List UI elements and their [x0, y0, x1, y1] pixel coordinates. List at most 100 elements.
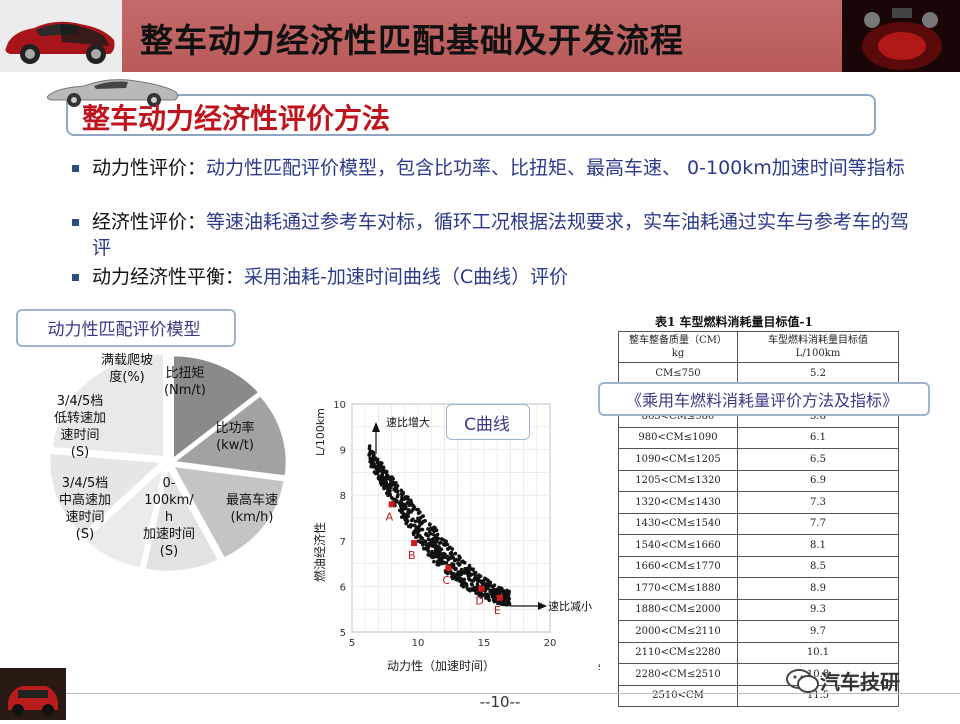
scatter-point	[415, 526, 420, 530]
footer-divider	[66, 693, 960, 694]
scatter-point	[483, 576, 487, 581]
scatter-point	[456, 574, 461, 579]
scatter-point	[396, 492, 400, 497]
highlight-point	[496, 594, 503, 601]
scatter-point	[388, 482, 393, 487]
scatter-point	[471, 567, 475, 571]
scatter-point	[426, 527, 430, 531]
pie-diagram	[48, 352, 288, 573]
wechat-name: 汽车技研	[820, 670, 900, 694]
annotation-arrowhead	[372, 422, 380, 432]
scatter-point	[432, 555, 437, 559]
table-cell: 7.7	[737, 512, 899, 535]
table-cell: 7.3	[737, 491, 899, 514]
annotation-top: 速比增大	[386, 415, 430, 429]
bullet-marker	[72, 219, 79, 226]
scatter-point	[472, 571, 477, 575]
bullet-text: 动力经济性平衡：采用油耗-加速时间曲线（C曲线）评价	[92, 264, 922, 290]
scatter-point	[439, 547, 444, 552]
table-cell: 1205<CM≤1320	[618, 469, 738, 492]
bullet-text: 经济性评价：等速油耗通过参考车对标，循环工况根据法规要求，实车油耗通过实车与参考…	[92, 209, 922, 261]
bullet-heading: 动力性评价：	[92, 157, 207, 179]
scatter-point	[472, 587, 477, 592]
pie-title: 动力性匹配评价模型	[47, 320, 201, 340]
scatter-point	[405, 500, 410, 505]
scatter-point	[380, 483, 384, 487]
table-cell: 8.9	[737, 577, 899, 600]
car-interior-icon	[842, 0, 960, 72]
section-title: 整车动力经济性评价方法	[82, 102, 391, 135]
scatter-point	[426, 537, 431, 542]
section-header-box	[66, 94, 876, 136]
scatter-point	[371, 454, 376, 459]
scatter-point	[477, 573, 481, 577]
table-cell: 8.1	[737, 534, 899, 557]
table-cell: 1430<CM≤1540	[618, 512, 738, 535]
scatter-point	[393, 481, 398, 486]
scatter-point	[430, 544, 435, 548]
scatter-point	[436, 554, 440, 558]
table-cell: 8.5	[737, 555, 899, 578]
scatter-point	[400, 509, 405, 514]
y-tick-label: 9	[340, 446, 346, 457]
scatter-point	[499, 586, 504, 591]
y-tick-label: 6	[340, 582, 346, 593]
y-axis-label-cn: 燃油经济性	[312, 522, 327, 582]
scatter-point	[456, 570, 461, 574]
header-bar	[0, 0, 960, 72]
scatter-point	[464, 584, 469, 588]
table-cell: CM≤750	[618, 362, 738, 385]
scatter-point	[441, 542, 446, 546]
scatter-point	[465, 567, 470, 571]
pie-segment-label: 满载爬坡 度(%)	[100, 353, 153, 385]
scatter-point	[502, 595, 507, 599]
c-curve-label-box	[446, 404, 530, 440]
table-row: 1540<CM≤1660 8.1	[618, 534, 899, 557]
scatter-point	[413, 528, 418, 533]
scatter-point	[440, 555, 445, 560]
scatter-point	[384, 469, 389, 474]
red-car-icon	[0, 668, 66, 720]
scatter-point	[449, 571, 453, 576]
scatter-point	[432, 551, 436, 556]
scatter-point	[487, 598, 491, 602]
highlight-point-label: A	[386, 510, 394, 523]
table-cell: 2280<CM≤2510	[618, 663, 738, 686]
annotation-arrowhead	[538, 602, 547, 610]
pie-segment-label: 比扭矩 (Nm/t)	[163, 366, 206, 398]
table-row: 980<CM≤1090 6.1	[618, 426, 899, 449]
highlight-point	[411, 540, 418, 547]
scatter-point	[452, 558, 457, 563]
scatter-point	[387, 491, 392, 495]
scatter-point	[460, 559, 464, 564]
scatter-point	[467, 563, 472, 568]
scatter-point	[380, 467, 384, 471]
scatter-point	[379, 474, 384, 479]
pie-segment-label: 3/4/5档 低转速加 速时间 (S)	[53, 394, 106, 460]
scatter-point	[371, 458, 375, 463]
scatter-point	[406, 509, 411, 514]
scatter-point	[368, 459, 372, 464]
table-cell: 9.7	[737, 620, 899, 643]
scatter-point	[416, 507, 420, 512]
scatter-point	[413, 519, 418, 524]
scatter-point	[486, 586, 490, 591]
table-cell: 2110<CM≤2280	[618, 641, 738, 664]
scatter-point	[488, 589, 492, 594]
bullet-body: 动力性匹配评价模型，包含比功率、比扭矩、最高车速、 0-100km加速时间等指标	[206, 157, 905, 179]
table-cell: 1880<CM≤2000	[618, 598, 738, 621]
section-car-image	[44, 72, 184, 108]
page-title: 整车动力经济性匹配基础及开发流程	[140, 21, 684, 60]
y-tick-label: 7	[340, 537, 346, 548]
table-cell: 6.5	[737, 448, 899, 471]
pie-title-box	[16, 309, 236, 347]
y-axis-label: L/100km	[314, 408, 327, 456]
table-cell: 5.2	[737, 362, 899, 385]
pie-segment-label: 3/4/5档 中高速加 速时间 (S)	[58, 476, 111, 542]
scatter-point	[421, 546, 426, 551]
y-tick-label: 10	[333, 400, 346, 411]
scatter-point	[453, 551, 458, 556]
silver-car-icon	[47, 79, 179, 107]
table-cell: 2000<CM≤2110	[618, 620, 738, 643]
